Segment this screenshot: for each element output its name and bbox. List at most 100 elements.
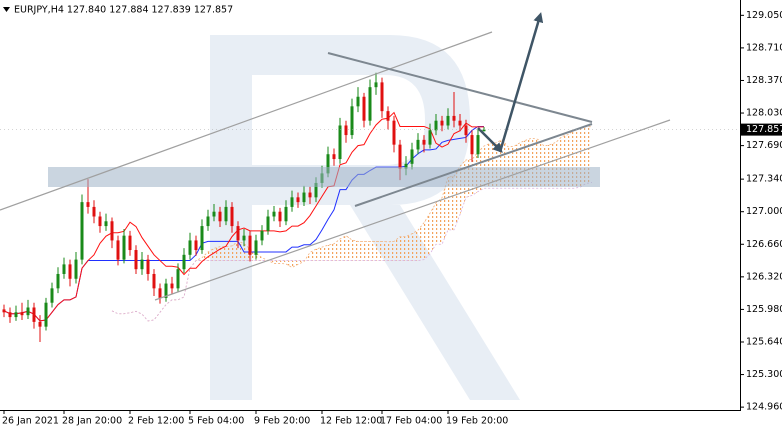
candle-body — [248, 235, 252, 255]
y-tick-label: 128.710 — [746, 42, 782, 53]
x-tick-label: 12 Feb 12:00 — [320, 416, 382, 427]
senkou-a — [111, 126, 592, 322]
x-tick-label: 19 Feb 20:00 — [446, 416, 508, 427]
support-zone — [48, 167, 600, 187]
current-price-box — [741, 123, 782, 136]
candle-body — [344, 125, 348, 136]
candle-body — [110, 221, 114, 241]
candle-body — [116, 240, 120, 260]
x-tick-label: 17 Feb 04:00 — [380, 416, 442, 427]
y-tick-label: 125.980 — [746, 304, 782, 315]
ichimoku-cloud — [112, 126, 592, 321]
candle-body — [56, 273, 60, 289]
candle-body — [158, 288, 162, 298]
candle-body — [446, 115, 450, 126]
candle-body — [68, 264, 72, 279]
triangle-upper — [327, 52, 593, 123]
candle-body — [194, 240, 198, 251]
candle-body — [338, 125, 342, 160]
candle-body — [236, 226, 240, 241]
candle-body — [182, 254, 186, 270]
candle-body — [146, 259, 150, 274]
candle-body — [380, 82, 384, 112]
candle-body — [2, 309, 6, 313]
candle-body — [296, 197, 300, 203]
x-tick-label: 28 Jan 20:00 — [62, 416, 122, 427]
candle-body — [386, 111, 390, 121]
candle-body — [44, 302, 48, 327]
candle-body — [170, 283, 174, 289]
x-tick-label: 5 Feb 04:00 — [188, 416, 244, 427]
y-tick-label: 127.340 — [746, 174, 782, 185]
y-tick-label: 125.300 — [746, 369, 782, 380]
y-tick-label: 126.320 — [746, 271, 782, 282]
candle-body — [20, 312, 24, 316]
candle-body — [476, 135, 480, 155]
candle-body — [332, 154, 336, 160]
candle-body — [224, 206, 228, 222]
watermark — [210, 35, 520, 400]
candle-body — [404, 163, 408, 169]
drawings — [0, 12, 671, 301]
candle-body — [200, 226, 204, 251]
candle-body — [38, 321, 42, 327]
current-price-label: 127.857 — [746, 124, 782, 135]
y-tick-label: 125.640 — [746, 336, 782, 347]
candle-body — [356, 96, 360, 107]
candle-body — [368, 87, 372, 121]
triangle-lower — [354, 123, 593, 207]
candle-body — [98, 216, 102, 227]
candle-body — [452, 115, 456, 121]
y-tick-label: 129.050 — [746, 10, 782, 21]
candle-body — [212, 211, 216, 217]
candle-body — [392, 120, 396, 145]
candle-body — [482, 129, 486, 132]
y-tick-label: 124.960 — [746, 402, 782, 413]
y-tick-label: 128.370 — [746, 75, 782, 86]
y-tick-label: 127.000 — [746, 206, 782, 217]
candle-body — [8, 312, 12, 318]
candle-body — [62, 264, 66, 274]
candle-body — [218, 211, 222, 222]
x-tick-label: 26 Jan 2021 — [2, 416, 59, 427]
y-tick-label: 127.690 — [746, 140, 782, 151]
candle-body — [14, 312, 18, 318]
candle-body — [362, 96, 366, 121]
candle-body — [254, 240, 258, 255]
candle-body — [140, 259, 144, 270]
candle-body — [308, 192, 312, 198]
candle-body — [32, 307, 36, 322]
candle-body — [230, 206, 234, 227]
senkou-b — [111, 182, 593, 322]
candle-body — [428, 130, 432, 145]
candle-body — [164, 283, 168, 298]
candle-body — [242, 235, 246, 241]
candle-body — [128, 235, 132, 251]
candle-body — [206, 216, 210, 227]
symbol-menu[interactable] — [3, 7, 10, 12]
candle-body — [290, 197, 294, 207]
candle-body — [470, 135, 474, 155]
x-tick-label: 2 Feb 12:00 — [128, 416, 184, 427]
candle-body — [314, 182, 318, 198]
candle-body — [410, 149, 414, 164]
y-tick-label: 126.660 — [746, 239, 782, 250]
candle-body — [86, 202, 90, 207]
y-tick-label: 128.030 — [746, 108, 782, 119]
candle-body — [122, 235, 126, 260]
candle-body — [302, 192, 306, 203]
candle-body — [278, 211, 282, 222]
chart-title: EURJPY,H4 127.840 127.884 127.839 127.85… — [14, 5, 233, 16]
candle-body — [434, 120, 438, 131]
candle-body — [26, 307, 30, 316]
candle-body — [284, 206, 288, 222]
candle-body — [374, 82, 378, 88]
candle-body — [422, 139, 426, 145]
candle-body — [326, 154, 330, 174]
tenkan-line — [3, 111, 484, 322]
candle-body — [266, 216, 270, 231]
candle-body — [440, 120, 444, 126]
